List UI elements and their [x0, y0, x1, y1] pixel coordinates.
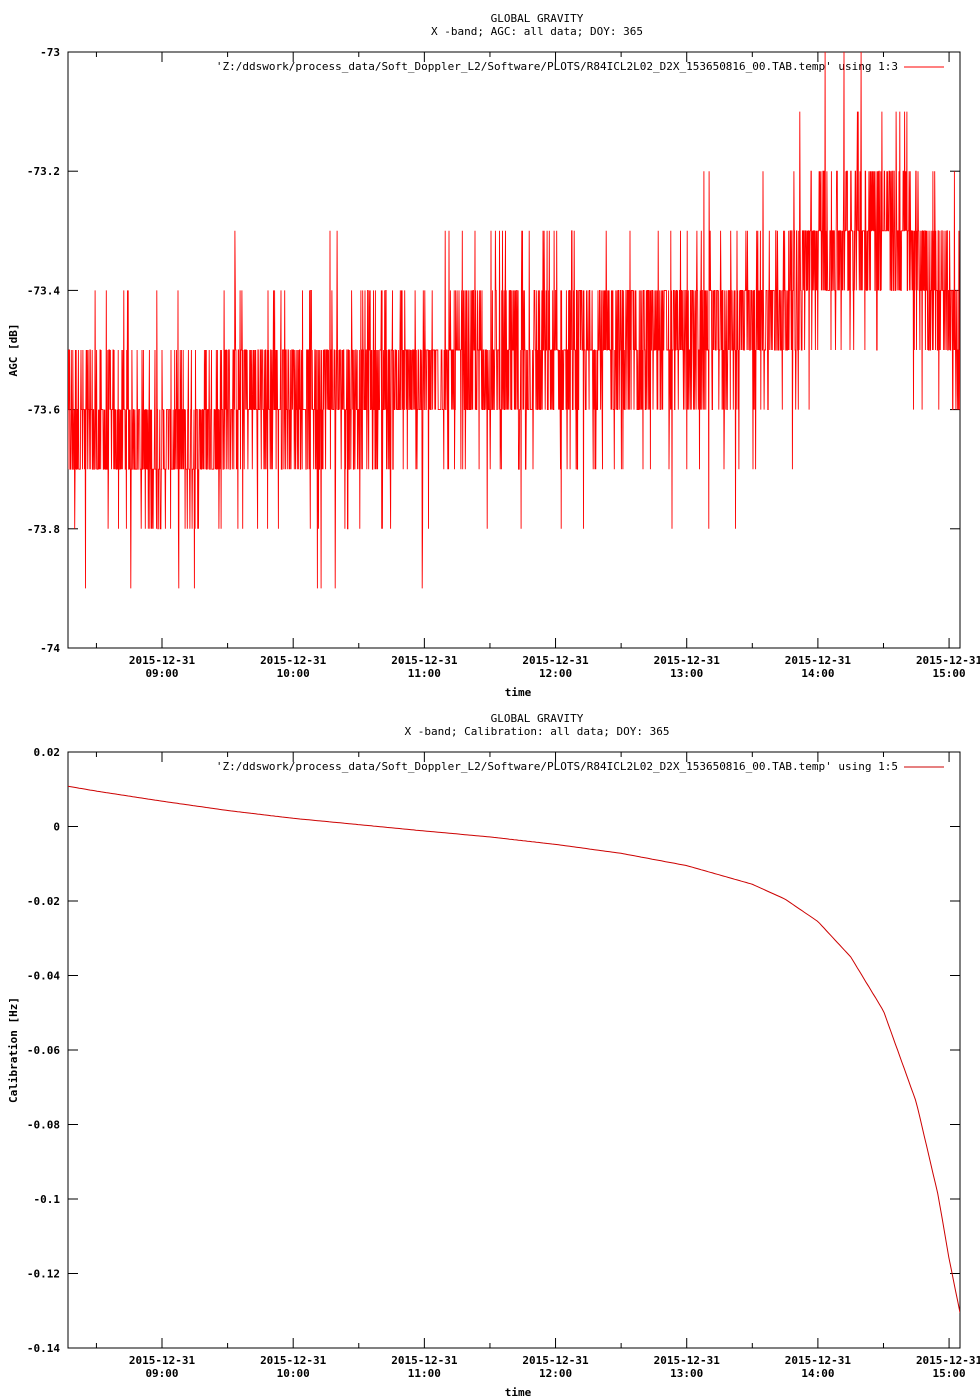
y-tick-label: 0.02 [34, 746, 61, 759]
x-tick-date-label: 2015-12-31 [522, 654, 589, 667]
y-tick-label: -73 [40, 46, 60, 59]
y-tick-label: -0.04 [27, 970, 60, 983]
x-tick-time-label: 13:00 [670, 1367, 703, 1380]
x-axis-label: time [505, 686, 532, 699]
x-tick-time-label: 11:00 [408, 1367, 441, 1380]
y-tick-label: -0.1 [34, 1193, 61, 1206]
x-tick-time-label: 12:00 [539, 1367, 572, 1380]
x-tick-time-label: 15:00 [933, 1367, 966, 1380]
y-tick-label: -73.6 [27, 404, 60, 417]
x-tick-time-label: 10:00 [277, 1367, 310, 1380]
x-tick-time-label: 12:00 [539, 667, 572, 680]
y-tick-label: -0.02 [27, 895, 60, 908]
x-tick-time-label: 09:00 [145, 667, 178, 680]
x-tick-time-label: 14:00 [801, 667, 834, 680]
y-tick-label: -73.8 [27, 523, 60, 536]
y-tick-label: -0.12 [27, 1268, 60, 1281]
chart-subtitle: X -band; Calibration: all data; DOY: 365 [405, 725, 670, 738]
x-tick-date-label: 2015-12-31 [654, 654, 721, 667]
y-tick-label: -0.08 [27, 1119, 60, 1132]
chart-title: GLOBAL GRAVITY [491, 12, 584, 25]
x-tick-time-label: 15:00 [933, 667, 966, 680]
x-tick-time-label: 14:00 [801, 1367, 834, 1380]
x-tick-time-label: 11:00 [408, 667, 441, 680]
y-tick-label: -0.06 [27, 1044, 60, 1057]
x-tick-date-label: 2015-12-31 [391, 654, 458, 667]
x-tick-time-label: 13:00 [670, 667, 703, 680]
x-tick-date-label: 2015-12-31 [260, 1354, 327, 1367]
x-tick-time-label: 09:00 [145, 1367, 178, 1380]
y-tick-label: -73.4 [27, 284, 60, 297]
x-tick-date-label: 2015-12-31 [260, 654, 327, 667]
plot-frame [67, 751, 961, 1349]
x-tick-date-label: 2015-12-31 [916, 1354, 980, 1367]
x-tick-date-label: 2015-12-31 [654, 1354, 721, 1367]
legend-label: 'Z:/ddswork/process_data/Soft_Doppler_L2… [216, 60, 898, 73]
legend-label: 'Z:/ddswork/process_data/Soft_Doppler_L2… [216, 760, 898, 773]
y-tick-label: -74 [40, 642, 60, 655]
y-axis-label: Calibration [Hz] [7, 997, 20, 1103]
series-line-calibration [68, 785, 960, 1313]
x-axis-label: time [505, 1386, 532, 1399]
x-tick-date-label: 2015-12-31 [129, 1354, 196, 1367]
x-tick-date-label: 2015-12-31 [785, 654, 852, 667]
series-line-agc [68, 52, 960, 589]
chart-title: GLOBAL GRAVITY [491, 712, 584, 725]
x-tick-date-label: 2015-12-31 [785, 1354, 852, 1367]
y-tick-label: -73.2 [27, 165, 60, 178]
x-tick-date-label: 2015-12-31 [391, 1354, 458, 1367]
x-tick-date-label: 2015-12-31 [916, 654, 980, 667]
y-tick-label: 0 [53, 821, 60, 834]
x-tick-date-label: 2015-12-31 [129, 654, 196, 667]
chart-subtitle: X -band; AGC: all data; DOY: 365 [431, 25, 643, 38]
y-axis-label: AGC [dB] [7, 324, 20, 377]
x-tick-time-label: 10:00 [277, 667, 310, 680]
y-tick-label: -0.14 [27, 1342, 60, 1355]
x-tick-date-label: 2015-12-31 [522, 1354, 589, 1367]
